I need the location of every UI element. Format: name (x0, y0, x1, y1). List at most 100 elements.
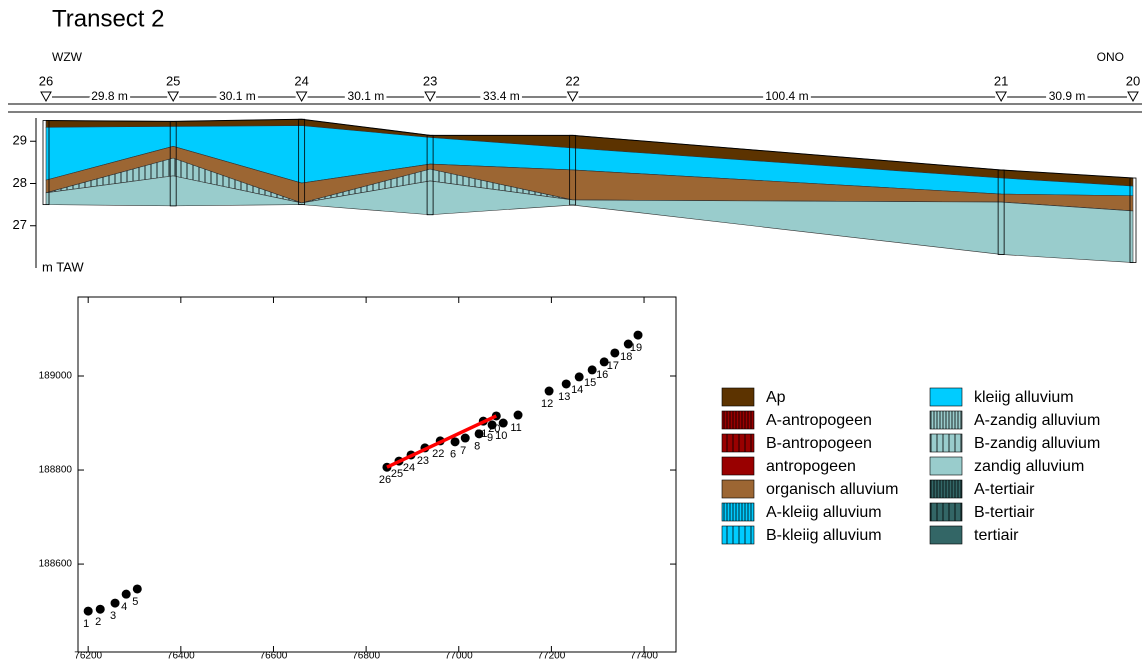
point (634, 331, 643, 340)
distance-label: 29.8 m (91, 89, 128, 103)
legend-label: zandig alluvium (974, 458, 1084, 475)
point-label: 23 (417, 455, 429, 467)
y-tick-label: 188800 (39, 465, 73, 476)
point-label: 2 (95, 616, 101, 628)
y-tick-label: 189000 (39, 371, 73, 382)
point-label: 20 (488, 423, 500, 435)
legend-label: A-tertiair (974, 481, 1035, 498)
legend-hatch (722, 434, 754, 452)
legend-label: A-zandig alluvium (974, 412, 1100, 429)
point (111, 599, 120, 608)
point-label: 3 (110, 610, 116, 622)
station-label: 20 (1126, 73, 1140, 88)
point (514, 411, 523, 420)
y-tick-label: 27 (13, 217, 27, 232)
station-label: 22 (565, 73, 579, 88)
legend-hatch (722, 526, 754, 544)
point (562, 379, 571, 388)
point-label: 19 (630, 342, 642, 354)
legend-swatch (930, 457, 962, 475)
point-label: 21 (475, 428, 487, 440)
legend-hatch (722, 503, 754, 521)
distance-label: 30.1 m (219, 89, 256, 103)
legend-swatch (722, 457, 754, 475)
point-label: 8 (474, 441, 480, 453)
right-label: ONO (1097, 50, 1124, 64)
legend-hatch (930, 411, 962, 429)
x-tick-label: 76200 (74, 651, 102, 662)
station-marker (168, 92, 178, 101)
point-label: 24 (403, 462, 415, 474)
point-label: 25 (391, 468, 403, 480)
point (122, 590, 131, 599)
x-tick-label: 76800 (352, 651, 380, 662)
point (84, 607, 93, 616)
station-label: 21 (994, 73, 1008, 88)
legend-hatch (930, 434, 962, 452)
point-label: 6 (450, 449, 456, 461)
y-tick-label: 28 (13, 175, 27, 190)
point (575, 372, 584, 381)
legend-label: B-antropogeen (766, 435, 872, 452)
legend-hatch (930, 480, 962, 498)
legend-label: A-antropogeen (766, 412, 872, 429)
y-axis-label: m TAW (42, 259, 84, 274)
station-marker (568, 92, 578, 101)
point-label: 12 (541, 398, 553, 410)
station-marker (425, 92, 435, 101)
x-tick-label: 76400 (167, 651, 195, 662)
point-label: 15 (584, 377, 596, 389)
legend-hatch (722, 411, 754, 429)
station-marker (41, 92, 51, 101)
distance-label: 100.4 m (765, 89, 808, 103)
legend-swatch (930, 388, 962, 406)
legend-label: antropogeen (766, 458, 856, 475)
point-label: 4 (121, 601, 127, 613)
x-tick-label: 77200 (537, 651, 565, 662)
point-label: 5 (132, 596, 138, 608)
legend-label: organisch alluvium (766, 481, 899, 498)
point-label: 7 (460, 445, 466, 457)
point-label: 26 (379, 474, 391, 486)
legend-hatch (930, 503, 962, 521)
legend-label: B-kleiig alluvium (766, 527, 882, 544)
station-label: 24 (294, 73, 308, 88)
station-label: 25 (166, 73, 180, 88)
point (610, 348, 619, 357)
distance-label: 33.4 m (483, 89, 520, 103)
y-tick-label: 188600 (39, 559, 73, 570)
legend-label: Ap (766, 389, 786, 406)
y-tick-label: 29 (13, 133, 27, 148)
legend-label: B-zandig alluvium (974, 435, 1100, 452)
station-label: 23 (423, 73, 437, 88)
point-label: 22 (432, 448, 444, 460)
station-marker (996, 92, 1006, 101)
point (96, 605, 105, 614)
map-frame (78, 297, 676, 652)
left-label: WZW (52, 50, 83, 64)
title: Transect 2 (52, 5, 165, 32)
legend-label: A-kleiig alluvium (766, 504, 882, 521)
point-label: 11 (510, 422, 521, 434)
point (133, 584, 142, 593)
figure: Transect 2 WZW ONO m TAW 27282929.8 m30.… (0, 0, 1148, 662)
distance-label: 30.1 m (348, 89, 385, 103)
station-marker (1128, 92, 1138, 101)
legend-label: tertiair (974, 527, 1019, 544)
x-tick-label: 77000 (445, 651, 473, 662)
legend-label: B-tertiair (974, 504, 1035, 521)
point-label: 1 (83, 618, 89, 630)
distance-label: 30.9 m (1049, 89, 1086, 103)
x-tick-label: 76600 (260, 651, 288, 662)
point (461, 434, 470, 443)
point (545, 387, 554, 396)
legend-swatch (930, 526, 962, 544)
legend-swatch (722, 388, 754, 406)
legend-swatch (722, 480, 754, 498)
point-label: 13 (558, 391, 570, 403)
point-label: 17 (607, 360, 619, 372)
station-marker (297, 92, 307, 101)
legend-label: kleiig alluvium (974, 389, 1074, 406)
station-label: 26 (39, 73, 53, 88)
x-tick-label: 77400 (630, 651, 658, 662)
